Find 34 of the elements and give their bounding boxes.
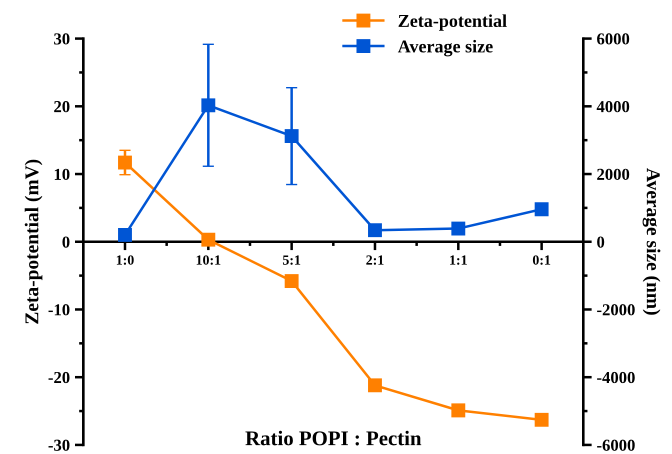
y-axis-title: Zeta-potential (mV) <box>24 160 42 324</box>
x-tick-label: 5:1 <box>282 255 300 265</box>
x-tick-label: 0:1 <box>532 255 550 265</box>
y2-tick-label: 4000 <box>596 101 630 112</box>
y2-tick-label: -4000 <box>597 372 635 384</box>
legend-label: Zeta-potential <box>398 14 507 31</box>
y-tick-label: 0 <box>62 236 70 248</box>
y2-tick-label: 2000 <box>597 168 630 180</box>
x-axis-title: Ratio POPI : Pectin <box>245 430 422 446</box>
point <box>368 223 382 238</box>
y-tick-label: 20 <box>54 101 70 112</box>
y-tick-label: 30 <box>54 33 70 45</box>
y-tick-label: -10 <box>48 304 70 316</box>
point <box>451 403 466 418</box>
x-tick-label: 1:0 <box>116 255 134 265</box>
y2-tick-label: 0 <box>597 236 604 248</box>
legend-label: Average size <box>398 40 493 56</box>
point <box>451 222 466 236</box>
y2-tick-label: -6000 <box>597 440 635 451</box>
point <box>284 274 299 288</box>
x-tick-label: 1:1 <box>450 255 467 265</box>
y2-axis-title: Average size (nm) <box>642 168 660 315</box>
y-tick-label: 10 <box>54 168 70 180</box>
x-tick-label: 10:1 <box>196 255 220 265</box>
y-tick-label: -20 <box>48 372 70 384</box>
point <box>368 378 382 392</box>
point <box>118 228 132 242</box>
point <box>534 412 549 427</box>
y2-tick-label: 6000 <box>597 33 630 45</box>
y2-tick-label: -2000 <box>597 304 635 316</box>
point <box>534 202 549 216</box>
point <box>201 232 216 247</box>
x-tick-label: 2:1 <box>366 255 384 265</box>
y-tick-label: -30 <box>48 440 70 451</box>
